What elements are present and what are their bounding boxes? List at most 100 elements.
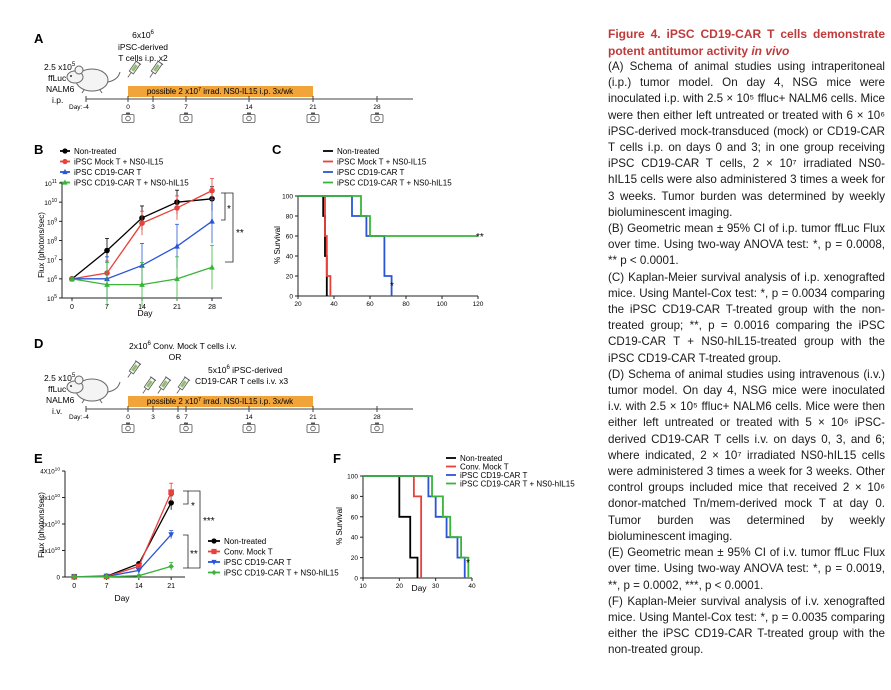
x-tick-label: 60 — [366, 301, 374, 308]
treatment-bar — [128, 396, 313, 407]
panel-d: D 2x106 Conv. Mock T cells i.v. OR 5x106… — [34, 336, 413, 433]
day-tick-label: 21 — [309, 414, 317, 421]
x-tick-label: 14 — [135, 583, 143, 590]
y-tick-label: 80 — [351, 494, 359, 501]
legend-label: Conv. Mock T — [460, 463, 509, 472]
caption-paragraph-e: (E) Geometric mean ± 95% CI of i.v. tumo… — [608, 546, 885, 592]
data-point — [211, 559, 217, 566]
sig-marker: ** — [190, 549, 198, 560]
y-tick-label: 80 — [286, 214, 294, 221]
y-tick-label: 0 — [354, 576, 358, 583]
caption-paragraph-a: (A) Schema of animal studies using intra… — [608, 60, 885, 219]
x-tick-label: 28 — [208, 304, 216, 311]
y-tick-label: 60 — [351, 514, 359, 521]
panel-d-car-line1: 5x106 iPSC-derived — [208, 365, 282, 375]
panel-a: A 6x106 iPSC-derived T cells i.p. x2 2.5… — [34, 30, 413, 123]
x-tick-label: 14 — [138, 304, 146, 311]
series-line — [74, 491, 172, 578]
legend-label: iPSC CD19-CAR T — [460, 471, 528, 480]
figure-area: A 6x106 iPSC-derived T cells i.p. x2 2.5… — [34, 30, 575, 603]
survival-curve — [298, 195, 478, 237]
panel-d-car-line2: CD19-CAR T cells i.v. x3 — [195, 376, 288, 386]
x-tick-label: 10 — [359, 583, 367, 590]
x-tick-label: 21 — [167, 583, 175, 590]
day-tick-label: 7 — [184, 104, 188, 111]
data-point — [209, 263, 215, 270]
data-point — [103, 573, 110, 580]
panel-b-xlabel: Day — [137, 308, 153, 318]
legend-label: iPSC CD19-CAR T + NS0-hIL15 — [224, 569, 339, 578]
sig-marker: *** — [203, 516, 215, 527]
day-tick-label: -4 — [83, 104, 89, 111]
legend-label: iPSC CD19-CAR T — [224, 558, 292, 567]
data-point — [168, 563, 174, 570]
day-tick-label: 28 — [373, 414, 381, 421]
data-point — [139, 281, 145, 287]
sig-marker: * — [227, 204, 231, 215]
x-tick-label: 7 — [105, 583, 109, 590]
panel-f-xlabel: Day — [411, 583, 427, 593]
panel-d-tumor-line4: i.v. — [52, 406, 62, 416]
data-point — [71, 573, 78, 580]
legend-label: Non-treated — [337, 147, 379, 156]
y-tick-label: 20 — [351, 555, 359, 562]
camera-icon — [306, 422, 320, 433]
x-tick-label: 0 — [72, 583, 76, 590]
camera-icon — [306, 112, 320, 123]
data-point — [139, 220, 145, 226]
x-tick-label: 30 — [432, 583, 440, 590]
camera-icon — [121, 112, 135, 123]
data-point — [209, 218, 215, 224]
y-tick-label: 40 — [286, 254, 294, 261]
data-point — [62, 148, 68, 154]
sig-bracket — [183, 534, 189, 569]
caption-paragraph-d: (D) Schema of animal studies using intra… — [608, 367, 885, 543]
camera-icon — [179, 112, 193, 123]
camera-icon — [370, 422, 384, 433]
sig-bracket — [225, 192, 234, 263]
legend-label: iPSC CD19-CAR T — [337, 168, 405, 177]
panel-c-letter: C — [272, 142, 282, 157]
panel-f-letter: F — [333, 451, 341, 466]
survival-curve — [363, 475, 470, 578]
syringe-icon — [149, 60, 164, 78]
panel-d-tumor-line2: ffLuc+ — [48, 384, 71, 394]
data-point — [136, 572, 142, 579]
data-point — [136, 563, 142, 570]
day-tick-label: 14 — [245, 414, 253, 421]
panel-d-tumor-line3: NALM6 — [46, 395, 75, 405]
panel-f-ylabel: % Survival — [335, 507, 344, 545]
panel-c-ylabel: % Survival — [273, 226, 282, 264]
sig-bracket — [188, 490, 201, 569]
legend-label: iPSC Mock T + NS0-IL15 — [74, 158, 164, 167]
sig-bracket — [183, 490, 189, 505]
data-point — [168, 500, 174, 506]
legend-label: Non-treated — [460, 454, 502, 463]
syringe-icon — [127, 360, 142, 378]
day-tick-label: 28 — [373, 104, 381, 111]
x-tick-label: 40 — [468, 583, 476, 590]
panel-a-tumor-line3: NALM6 — [46, 84, 75, 94]
panel-a-tumor-line1: 2.5 x105 — [44, 62, 76, 72]
legend-label: Conv. Mock T — [224, 548, 273, 557]
day-tick-label: 0 — [126, 104, 130, 111]
y-tick-label: 106 — [47, 275, 57, 284]
panel-a-cells-line2: T cells i.p. x2 — [118, 53, 168, 63]
panel-b-letter: B — [34, 142, 43, 157]
panel-a-cells-line1: iPSC-derived — [118, 42, 168, 52]
data-point — [211, 569, 217, 576]
survival-curve — [363, 475, 419, 578]
sig-bracket — [221, 192, 226, 221]
syringe-icon — [176, 376, 191, 394]
panel-e-xlabel: Day — [114, 593, 130, 603]
sig-marker: ** — [476, 232, 484, 243]
x-tick-label: 21 — [173, 304, 181, 311]
day-label: Day: — [69, 414, 83, 421]
data-point — [168, 532, 174, 538]
y-tick-label: 108 — [47, 237, 57, 246]
